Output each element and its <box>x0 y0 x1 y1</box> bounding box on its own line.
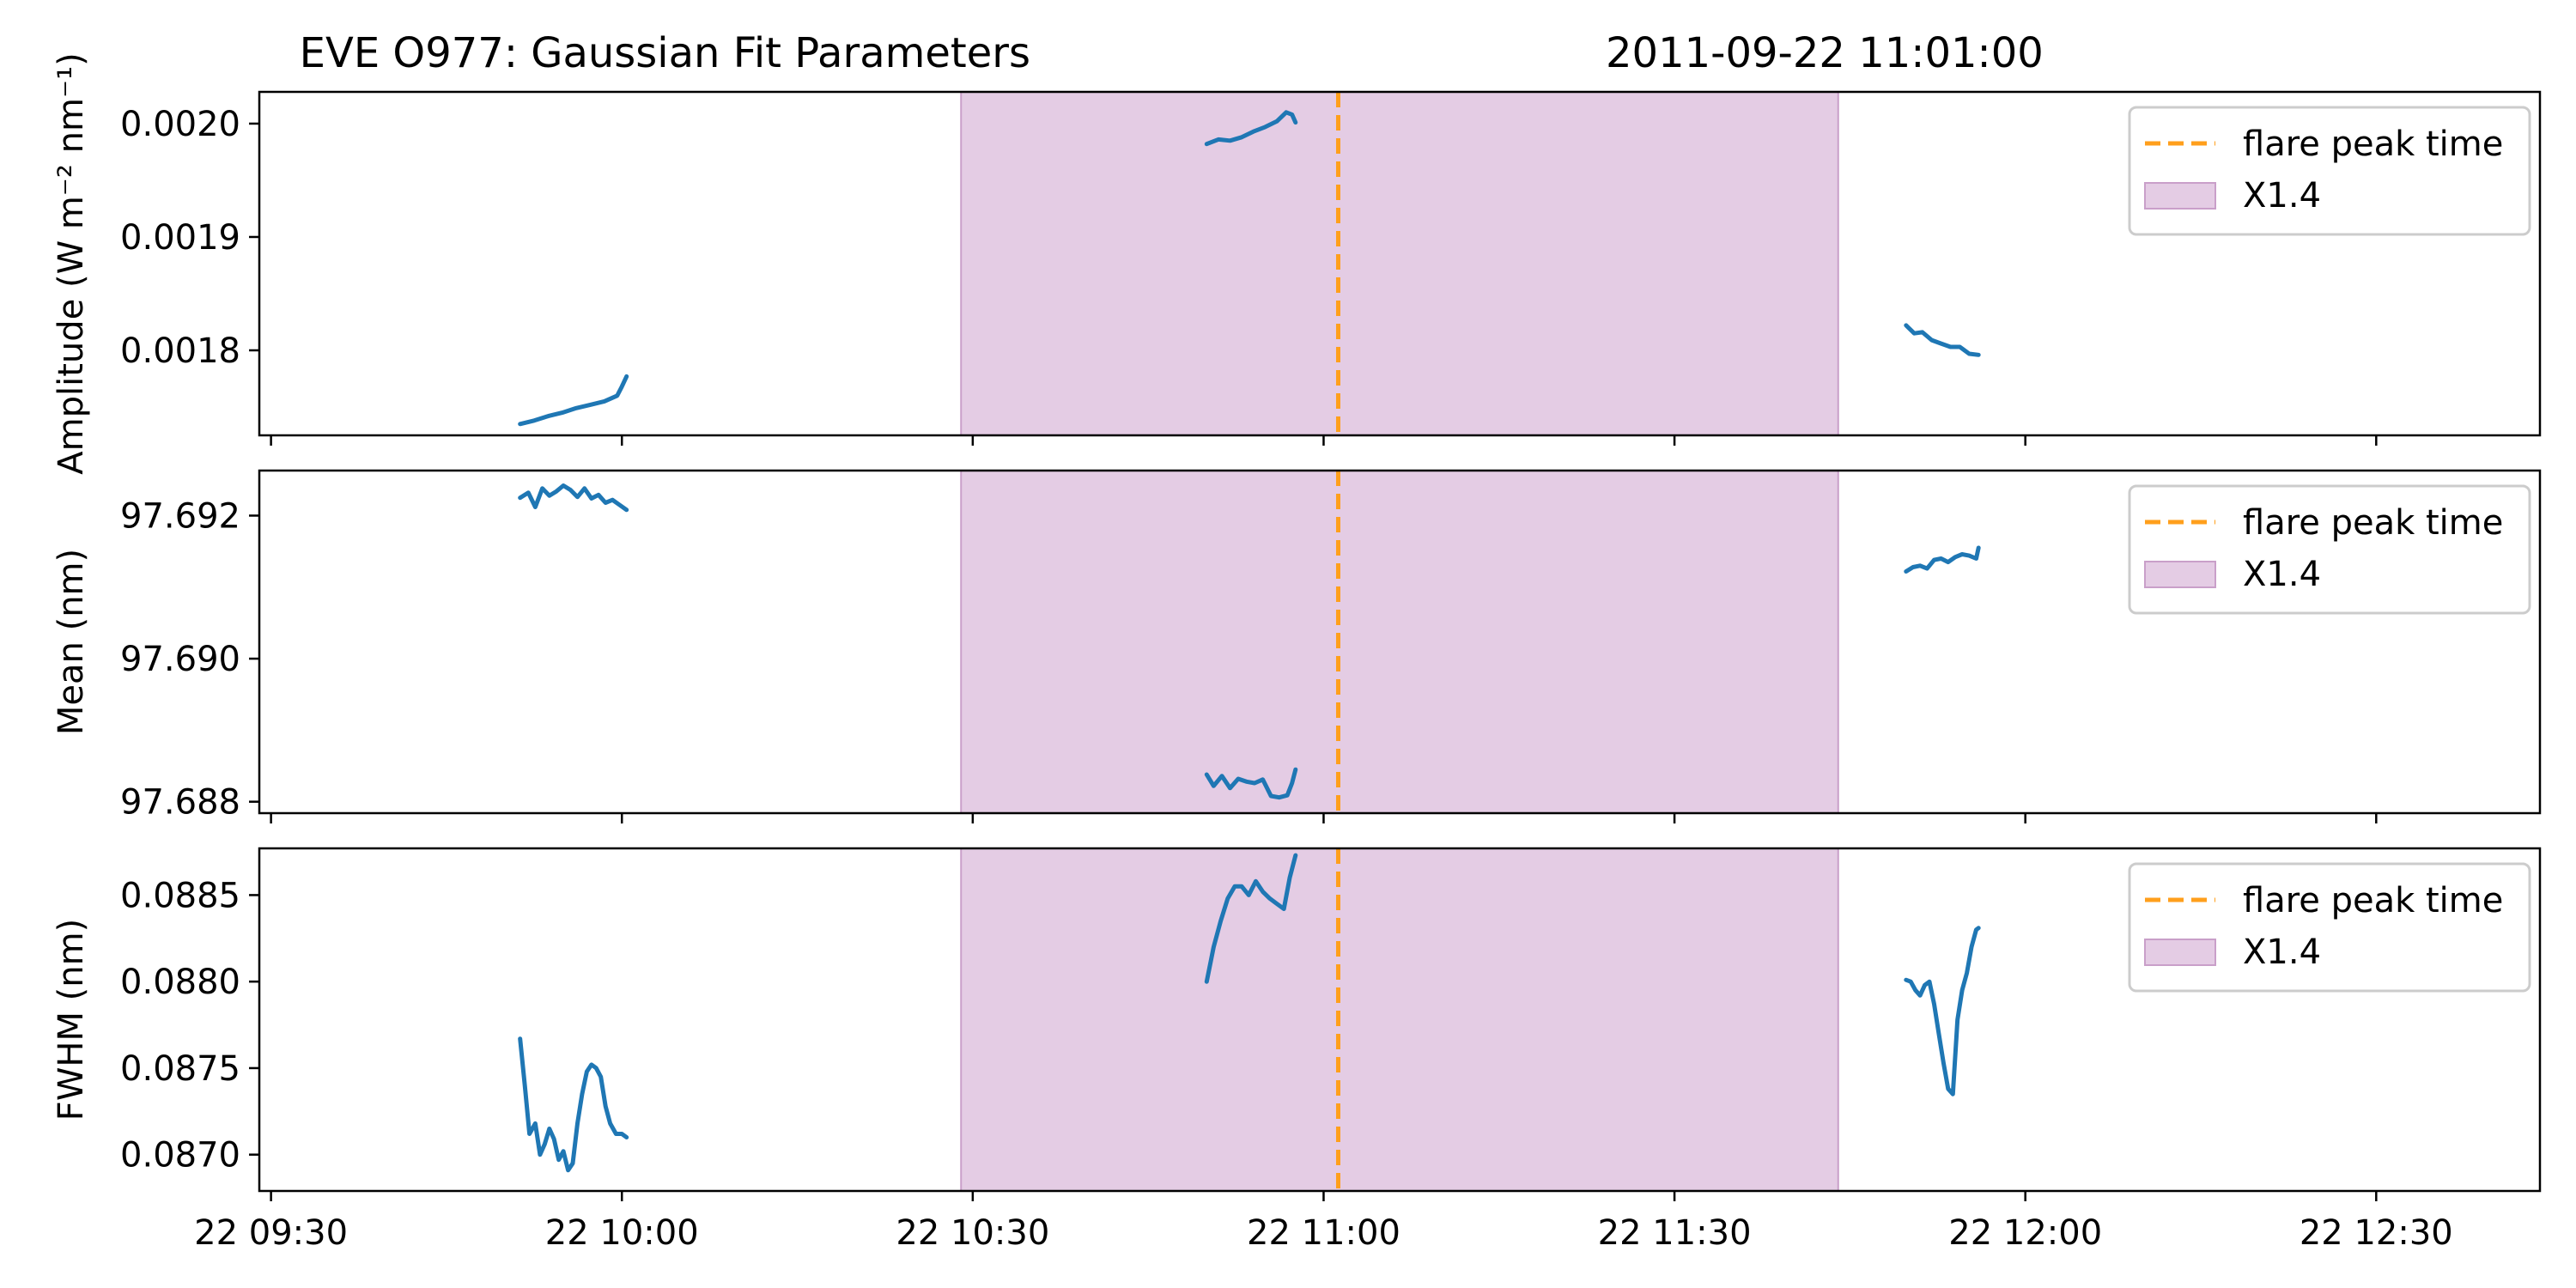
series-segment-1 <box>518 1036 629 1173</box>
y-tick-label: 0.0880 <box>120 963 240 1002</box>
axes-frame <box>258 90 2542 437</box>
legend: flare peak time X1.4 <box>2128 106 2531 236</box>
panel-2: 97.688 97.690 97.692 Mean (nm) flare peak ti… <box>52 469 2542 823</box>
x-tick-label: 22 12:00 <box>1948 1213 2102 1253</box>
x-tick-label: 22 10:00 <box>545 1213 699 1253</box>
legend-peak-label: flare peak time <box>2243 503 2503 543</box>
axes-frame <box>258 847 2542 1193</box>
legend-peak-label: flare peak time <box>2243 881 2503 920</box>
legend-span-label: X1.4 <box>2243 933 2321 972</box>
series-segment-3 <box>1904 545 1981 574</box>
flare-span <box>960 470 1839 814</box>
legend: flare peak time X1.4 <box>2128 862 2531 993</box>
series-segment-3 <box>1904 323 1981 357</box>
y-tick-label: 0.0019 <box>120 218 240 258</box>
flare-span <box>960 91 1839 436</box>
y-tick-label: 0.0020 <box>120 105 240 144</box>
legend-peak-label: flare peak time <box>2243 125 2503 164</box>
series-segment-2 <box>1204 767 1298 800</box>
series-segment-3 <box>1904 926 1981 1097</box>
series-segment-2 <box>1204 110 1298 147</box>
chart-title: EVE O977: Gaussian Fit Parameters <box>300 29 1030 77</box>
y-tick-label: 0.0875 <box>120 1049 240 1089</box>
y-tick-label: 0.0018 <box>120 331 240 371</box>
legend-span-swatch <box>2144 182 2216 210</box>
legend: flare peak time X1.4 <box>2128 484 2531 615</box>
legend-span-label: X1.4 <box>2243 555 2321 594</box>
series-segment-1 <box>518 374 629 427</box>
x-tick-label: 22 11:00 <box>1247 1213 1400 1253</box>
y-tick-label: 97.692 <box>120 496 240 536</box>
y-tick-label: 0.0885 <box>120 876 240 915</box>
y-axis-label: Amplitude (W m⁻² nm⁻¹) <box>52 52 91 474</box>
legend-span-label: X1.4 <box>2243 176 2321 216</box>
legend-frame <box>2128 862 2531 993</box>
panel-3: 0.0870 0.0875 0.0880 0.0885 22 09:30 22 10:00… <box>52 847 2542 1253</box>
series-segment-2 <box>1204 853 1298 984</box>
legend-frame <box>2128 484 2531 615</box>
axes-frame <box>258 469 2542 815</box>
legend-span-swatch <box>2144 561 2216 588</box>
flare-span <box>960 848 1839 1192</box>
x-tick-label: 22 11:30 <box>1598 1213 1752 1253</box>
legend-span-swatch <box>2144 939 2216 966</box>
x-tick-label: 22 10:30 <box>896 1213 1049 1253</box>
chart-timestamp: 2011-09-22 11:01:00 <box>1606 29 2044 77</box>
x-tick-label: 22 12:30 <box>2300 1213 2453 1253</box>
series-segment-1 <box>518 483 629 513</box>
x-tick-label: 22 09:30 <box>194 1213 348 1253</box>
y-tick-label: 97.690 <box>120 640 240 679</box>
panels: 0.0018 0.0019 0.0020 Amplitude (W m⁻² nm⁻¹)… <box>52 52 2542 1253</box>
panel-1: 0.0018 0.0019 0.0020 Amplitude (W m⁻² nm⁻¹)… <box>52 52 2542 475</box>
y-tick-label: 97.688 <box>120 783 240 823</box>
y-axis-label: Mean (nm) <box>52 549 91 735</box>
y-axis-label: FWHM (nm) <box>52 919 91 1121</box>
legend-frame <box>2128 106 2531 236</box>
y-tick-label: 0.0870 <box>120 1136 240 1176</box>
